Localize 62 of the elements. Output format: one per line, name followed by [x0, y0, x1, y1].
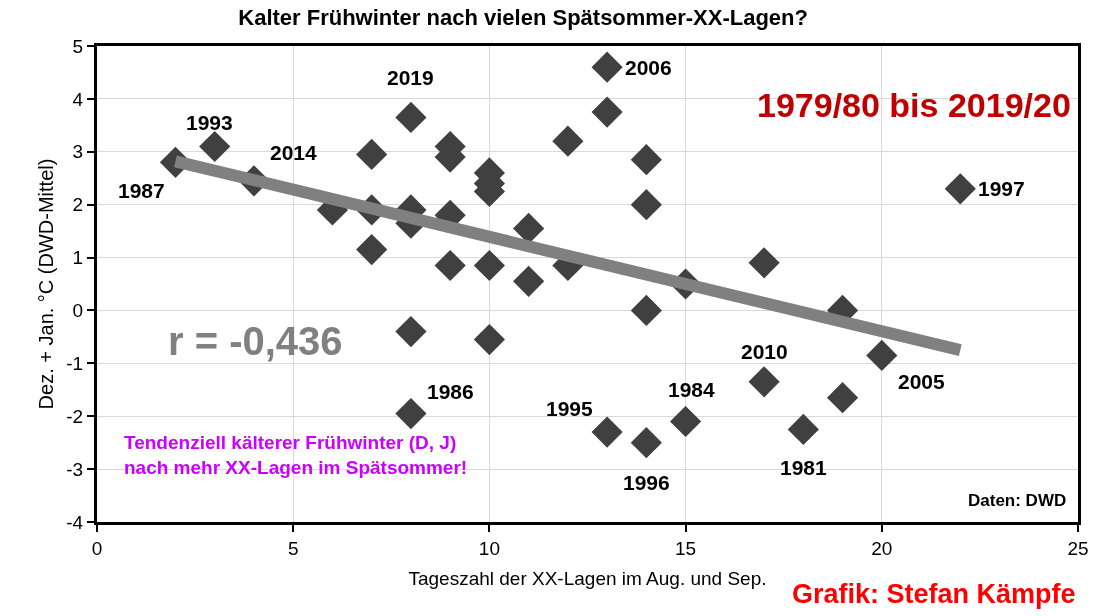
point	[513, 265, 545, 297]
y-tick-label: 3	[72, 141, 84, 163]
y-tick-label: -1	[66, 352, 84, 374]
y-tick-label: 1	[72, 247, 84, 269]
annotation: 1979/80 bis 2019/20	[757, 86, 1071, 124]
annotation: 2014	[270, 141, 318, 164]
point	[630, 427, 662, 459]
point	[630, 189, 662, 221]
point	[434, 249, 466, 282]
x-tick-label: 20	[871, 537, 893, 559]
point	[591, 51, 623, 83]
annotation: 2010	[741, 340, 788, 363]
x-tick-label: 25	[1067, 537, 1089, 559]
point	[944, 173, 976, 205]
point	[356, 138, 388, 171]
annotation: 1984	[668, 378, 716, 401]
point	[395, 397, 427, 430]
annotation: Tendenziell kälterer Frühwinter (D, J) nach mehr XX-Lagen im Spätsommer!	[124, 432, 468, 478]
y-tick-label: -2	[66, 405, 84, 427]
point	[748, 366, 780, 398]
annotation: 2006	[625, 56, 672, 79]
y-tick-label: 4	[72, 88, 84, 110]
point	[395, 101, 427, 133]
annotation: 1995	[546, 397, 594, 420]
text: Grafik: Stefan Kämpfe	[792, 579, 1076, 609]
x-tick-label: 10	[478, 537, 500, 559]
point	[630, 294, 662, 327]
point	[826, 382, 859, 414]
point	[748, 247, 780, 279]
point	[395, 316, 427, 348]
y-tick-label: 5	[72, 35, 84, 57]
chart-title: Kalter Frühwinter nach vielen Spätsommer-XX-Lagen?	[238, 4, 808, 30]
point	[670, 405, 702, 438]
annotation: 1981	[780, 456, 828, 479]
x-tick-label: 0	[91, 537, 103, 559]
annotation: r = -0,436	[168, 319, 343, 363]
annotation: 1993	[186, 111, 233, 134]
y-tick-label: 2	[72, 194, 84, 216]
point	[591, 416, 623, 448]
point	[473, 323, 505, 356]
point	[199, 130, 231, 163]
annotation: 2005	[898, 370, 946, 393]
point	[787, 413, 819, 446]
point	[552, 125, 584, 157]
point	[630, 144, 662, 176]
annotation: 2019	[387, 66, 434, 89]
point	[473, 249, 505, 282]
annotation: 1996	[623, 471, 670, 494]
annotation: Daten: DWD	[968, 491, 1067, 510]
annotation: 1986	[427, 380, 474, 403]
x-axis-title: Tageszahl der XX-Lagen im Aug. und Sep.	[408, 567, 767, 589]
point	[356, 234, 388, 266]
annotation: 1987	[118, 179, 165, 202]
y-tick-label: 0	[72, 300, 84, 322]
x-tick-label: 15	[675, 537, 697, 559]
y-axis-title: Dez. + Jan. °C (DWD-Mittel)	[34, 158, 57, 410]
x-tick-label: 5	[287, 537, 299, 559]
point	[866, 339, 898, 371]
annotation: 1997	[978, 177, 1025, 200]
point	[591, 96, 623, 128]
y-tick-label: -3	[66, 458, 84, 480]
y-tick-label: -4	[66, 511, 84, 533]
